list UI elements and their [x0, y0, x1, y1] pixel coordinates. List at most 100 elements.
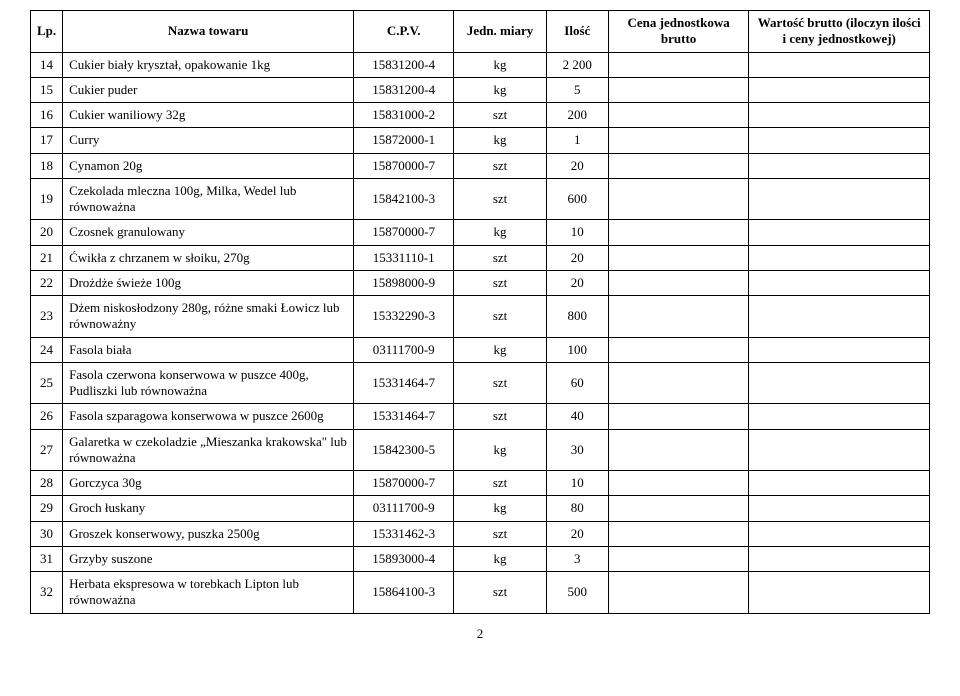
cell-cpv: 15331110-1: [354, 245, 454, 270]
cell-name: Cukier puder: [63, 77, 354, 102]
header-wart: Wartość brutto (iloczyn ilości i ceny je…: [749, 11, 930, 53]
cell-name: Cukier waniliowy 32g: [63, 103, 354, 128]
cell-name: Curry: [63, 128, 354, 153]
header-name: Nazwa towaru: [63, 11, 354, 53]
cell-ilosc: 1: [546, 128, 608, 153]
cell-cena: [608, 429, 748, 471]
cell-wart: [749, 77, 930, 102]
cell-cena: [608, 77, 748, 102]
cell-wart: [749, 220, 930, 245]
cell-cena: [608, 572, 748, 614]
cell-wart: [749, 429, 930, 471]
cell-lp: 18: [31, 153, 63, 178]
cell-ilosc: 30: [546, 429, 608, 471]
cell-cpv: 15831000-2: [354, 103, 454, 128]
table-row: 24Fasola biała03111700-9kg100: [31, 337, 930, 362]
cell-cpv: 15864100-3: [354, 572, 454, 614]
cell-ilosc: 500: [546, 572, 608, 614]
table-row: 25Fasola czerwona konserwowa w puszce 40…: [31, 362, 930, 404]
header-cena: Cena jednostkowa brutto: [608, 11, 748, 53]
cell-cpv: 15872000-1: [354, 128, 454, 153]
cell-wart: [749, 337, 930, 362]
cell-name: Czekolada mleczna 100g, Milka, Wedel lub…: [63, 178, 354, 220]
cell-cena: [608, 270, 748, 295]
cell-name: Cynamon 20g: [63, 153, 354, 178]
cell-wart: [749, 128, 930, 153]
cell-cpv: 15870000-7: [354, 220, 454, 245]
cell-cena: [608, 404, 748, 429]
cell-lp: 23: [31, 296, 63, 338]
cell-ilosc: 100: [546, 337, 608, 362]
cell-ilosc: 60: [546, 362, 608, 404]
cell-wart: [749, 572, 930, 614]
table-header-row: Lp. Nazwa towaru C.P.V. Jedn. miary Iloś…: [31, 11, 930, 53]
cell-cena: [608, 496, 748, 521]
table-row: 30Groszek konserwowy, puszka 2500g153314…: [31, 521, 930, 546]
cell-cpv: 15831200-4: [354, 52, 454, 77]
cell-cena: [608, 337, 748, 362]
cell-cpv: 03111700-9: [354, 337, 454, 362]
cell-jedn: szt: [454, 153, 546, 178]
table-row: 29Groch łuskany03111700-9kg80: [31, 496, 930, 521]
cell-ilosc: 10: [546, 471, 608, 496]
cell-cpv: 15898000-9: [354, 270, 454, 295]
cell-jedn: kg: [454, 52, 546, 77]
cell-cena: [608, 521, 748, 546]
header-jedn: Jedn. miary: [454, 11, 546, 53]
cell-ilosc: 800: [546, 296, 608, 338]
cell-lp: 22: [31, 270, 63, 295]
cell-lp: 16: [31, 103, 63, 128]
cell-name: Czosnek granulowany: [63, 220, 354, 245]
cell-jedn: kg: [454, 337, 546, 362]
table-body: 14Cukier biały kryształ, opakowanie 1kg1…: [31, 52, 930, 613]
cell-ilosc: 200: [546, 103, 608, 128]
cell-wart: [749, 245, 930, 270]
cell-name: Groch łuskany: [63, 496, 354, 521]
cell-lp: 21: [31, 245, 63, 270]
cell-cena: [608, 153, 748, 178]
cell-lp: 25: [31, 362, 63, 404]
cell-cena: [608, 296, 748, 338]
table-row: 16Cukier waniliowy 32g15831000-2szt200: [31, 103, 930, 128]
table-row: 28Gorczyca 30g15870000-7szt10: [31, 471, 930, 496]
table-row: 17Curry15872000-1kg1: [31, 128, 930, 153]
cell-name: Fasola szparagowa konserwowa w puszce 26…: [63, 404, 354, 429]
cell-wart: [749, 521, 930, 546]
cell-wart: [749, 546, 930, 571]
cell-cpv: 15331464-7: [354, 404, 454, 429]
cell-ilosc: 40: [546, 404, 608, 429]
cell-jedn: szt: [454, 245, 546, 270]
cell-cpv: 15831200-4: [354, 77, 454, 102]
cell-jedn: kg: [454, 429, 546, 471]
cell-ilosc: 2 200: [546, 52, 608, 77]
cell-wart: [749, 296, 930, 338]
table-row: 20Czosnek granulowany15870000-7kg10: [31, 220, 930, 245]
page-number: 2: [30, 626, 930, 642]
cell-name: Grzyby suszone: [63, 546, 354, 571]
cell-jedn: szt: [454, 296, 546, 338]
cell-lp: 14: [31, 52, 63, 77]
cell-cpv: 15842300-5: [354, 429, 454, 471]
cell-lp: 30: [31, 521, 63, 546]
cell-jedn: szt: [454, 572, 546, 614]
cell-lp: 20: [31, 220, 63, 245]
cell-name: Groszek konserwowy, puszka 2500g: [63, 521, 354, 546]
cell-ilosc: 10: [546, 220, 608, 245]
cell-ilosc: 20: [546, 270, 608, 295]
cell-name: Dżem niskosłodzony 280g, różne smaki Łow…: [63, 296, 354, 338]
cell-lp: 17: [31, 128, 63, 153]
cell-wart: [749, 178, 930, 220]
cell-name: Fasola czerwona konserwowa w puszce 400g…: [63, 362, 354, 404]
cell-cena: [608, 546, 748, 571]
cell-cena: [608, 178, 748, 220]
header-ilosc: Ilość: [546, 11, 608, 53]
cell-wart: [749, 496, 930, 521]
cell-cena: [608, 220, 748, 245]
table-row: 21Ćwikła z chrzanem w słoiku, 270g153311…: [31, 245, 930, 270]
cell-name: Gorczyca 30g: [63, 471, 354, 496]
cell-wart: [749, 471, 930, 496]
cell-ilosc: 5: [546, 77, 608, 102]
cell-jedn: szt: [454, 521, 546, 546]
products-table: Lp. Nazwa towaru C.P.V. Jedn. miary Iloś…: [30, 10, 930, 614]
cell-ilosc: 20: [546, 521, 608, 546]
